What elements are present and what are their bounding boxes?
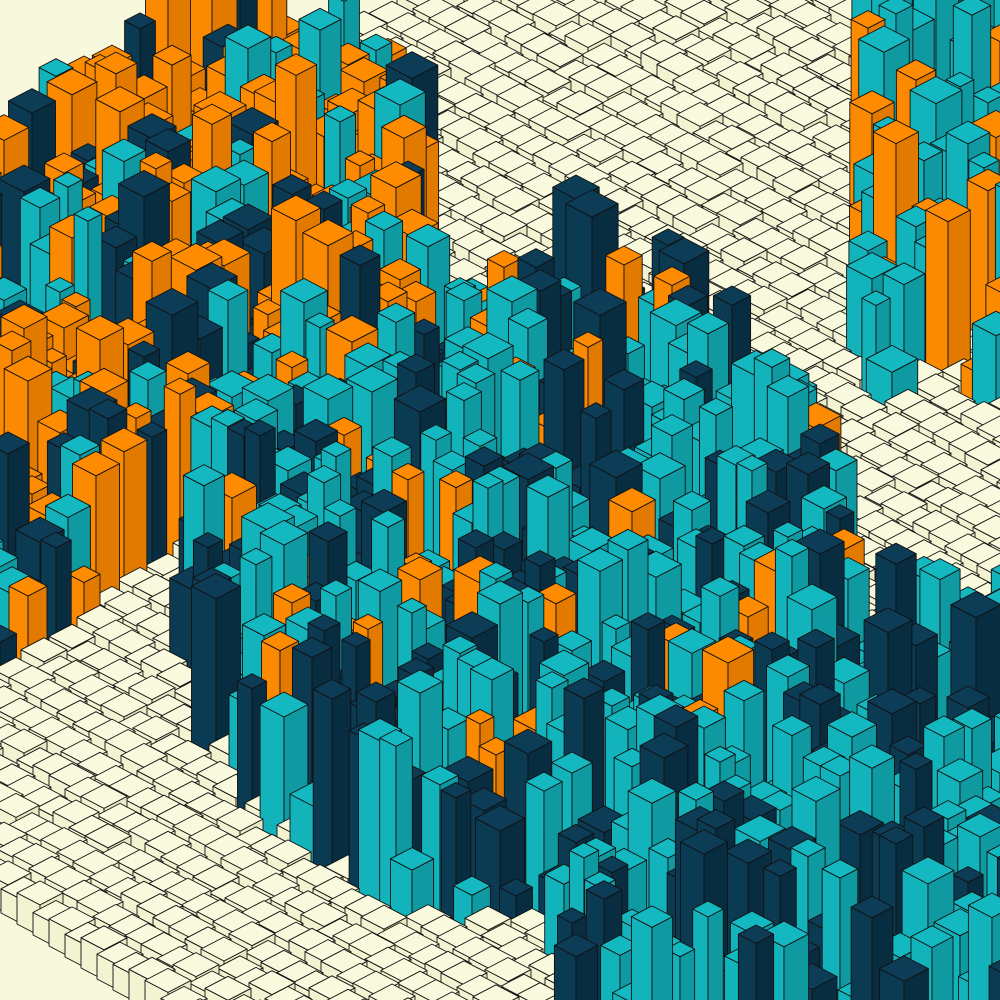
block-top-face bbox=[952, 0, 992, 16]
block-top-face bbox=[945, 71, 975, 88]
block-top-face bbox=[788, 36, 836, 62]
block-top-face bbox=[359, 33, 393, 52]
block-top-face bbox=[676, 101, 724, 127]
block-top-face bbox=[94, 51, 138, 75]
block-top-face bbox=[680, 0, 728, 25]
block-top-face bbox=[152, 44, 192, 66]
block-top-face bbox=[895, 59, 937, 81]
block-top-face bbox=[556, 90, 604, 116]
block-top-face bbox=[340, 0, 348, 2]
block-top-face bbox=[38, 58, 74, 77]
block-top-face bbox=[536, 42, 584, 68]
block-top-face bbox=[564, 23, 612, 48]
block-top-face bbox=[492, 186, 540, 212]
block-top-face bbox=[584, 72, 632, 98]
block-top-face bbox=[780, 102, 828, 127]
block-top-face bbox=[878, 0, 914, 15]
block-top-face bbox=[224, 24, 272, 50]
block-top-face bbox=[850, 10, 886, 29]
block-top-face bbox=[576, 137, 624, 163]
block-top-face bbox=[46, 68, 98, 96]
block-top-face bbox=[989, 82, 1000, 94]
block-top-face bbox=[972, 86, 1000, 104]
block-top-face bbox=[544, 115, 592, 141]
block-top-face bbox=[696, 150, 744, 176]
block-top-face bbox=[524, 68, 572, 94]
block-top-face bbox=[684, 37, 732, 63]
block-top-face bbox=[858, 25, 910, 53]
block-top-face bbox=[772, 167, 820, 193]
block-top-face bbox=[724, 0, 772, 20]
block-top-face bbox=[298, 7, 342, 31]
block-top-face bbox=[339, 57, 389, 83]
block-top-face bbox=[652, 15, 700, 41]
block-top-face bbox=[849, 90, 895, 115]
block-top-face bbox=[385, 51, 439, 80]
block-top-face bbox=[532, 1, 580, 27]
block-top-face bbox=[684, 175, 732, 201]
block-top-face bbox=[124, 12, 156, 30]
